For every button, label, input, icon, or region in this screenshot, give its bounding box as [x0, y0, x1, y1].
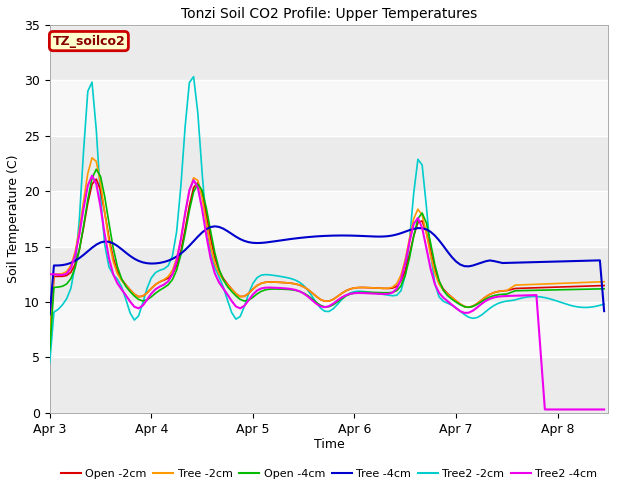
Bar — [50, 136, 609, 191]
Bar — [50, 25, 609, 80]
Bar — [50, 191, 609, 247]
Bar — [50, 247, 609, 302]
Bar — [50, 80, 609, 136]
Bar — [50, 302, 609, 358]
Legend: Open -2cm, Tree -2cm, Open -4cm, Tree -4cm, Tree2 -2cm, Tree2 -4cm: Open -2cm, Tree -2cm, Open -4cm, Tree -4… — [56, 465, 602, 480]
X-axis label: Time: Time — [314, 438, 344, 451]
Y-axis label: Soil Temperature (C): Soil Temperature (C) — [7, 155, 20, 283]
Title: Tonzi Soil CO2 Profile: Upper Temperatures: Tonzi Soil CO2 Profile: Upper Temperatur… — [181, 7, 477, 21]
Text: TZ_soilco2: TZ_soilco2 — [52, 35, 125, 48]
Bar — [50, 358, 609, 413]
